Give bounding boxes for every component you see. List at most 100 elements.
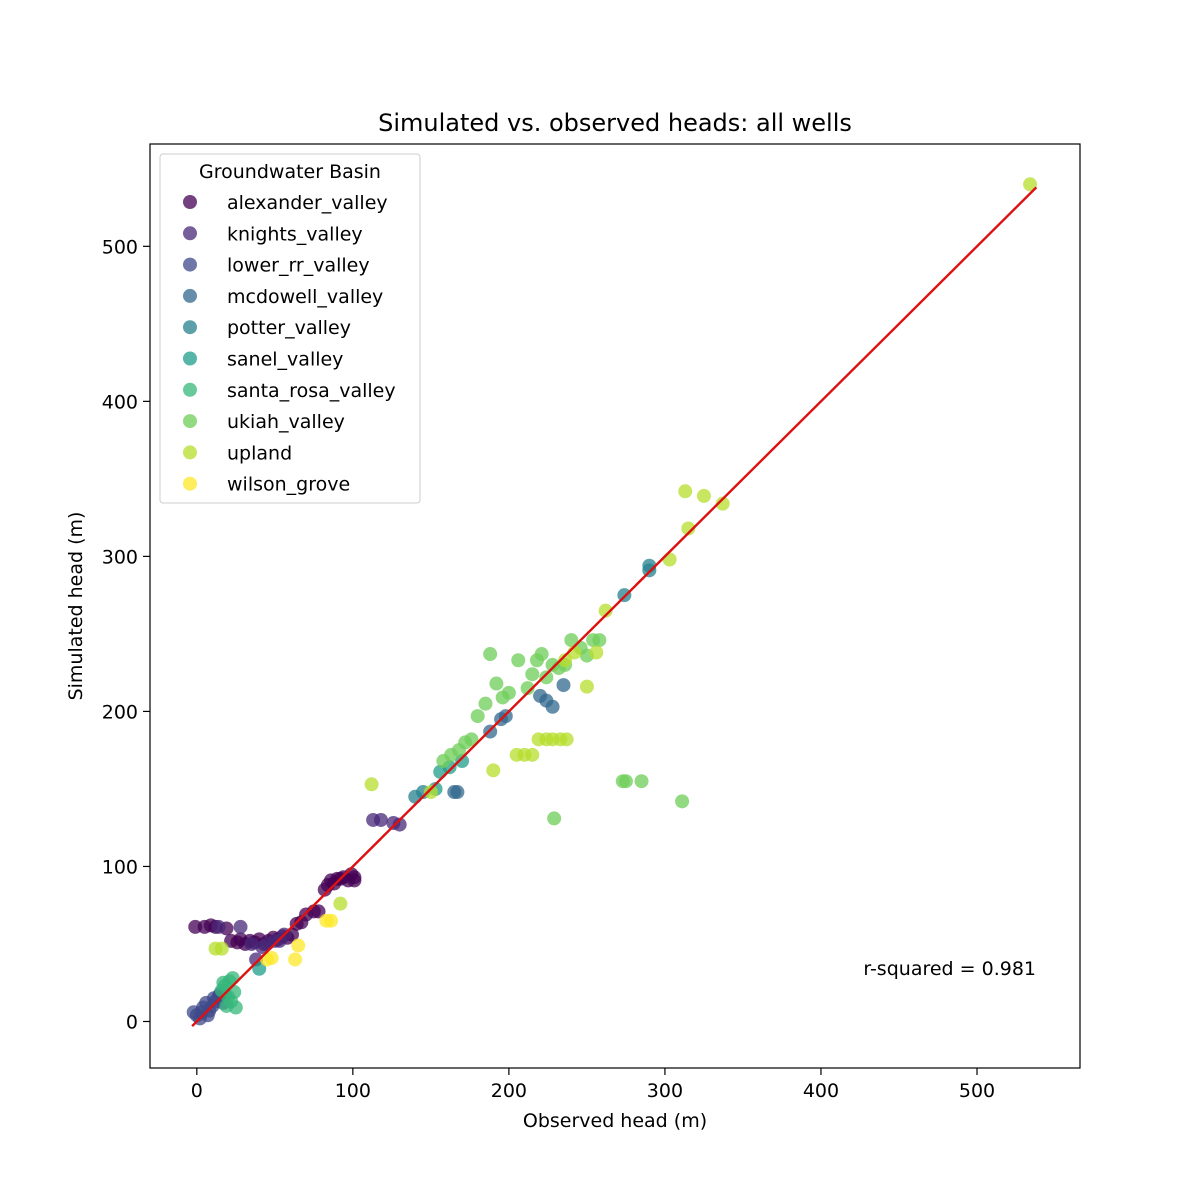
data-point (216, 975, 231, 990)
data-point (539, 670, 554, 685)
data-point (211, 919, 226, 934)
data-point (227, 985, 242, 1000)
y-tick-label: 400 (102, 391, 138, 413)
data-point (681, 521, 696, 536)
legend-label: lower_rr_valley (227, 255, 370, 277)
data-point (1023, 177, 1038, 192)
series-sanel_valley (252, 754, 470, 976)
legend-label: sanel_valley (227, 349, 343, 371)
series-upland (208, 177, 1038, 956)
data-point (534, 647, 549, 662)
data-point (450, 785, 465, 800)
data-point (501, 685, 516, 700)
legend-label: alexander_valley (227, 192, 388, 214)
data-point (244, 936, 259, 951)
legend-marker (183, 226, 197, 241)
data-point (579, 679, 594, 694)
data-point (364, 777, 379, 792)
data-point (233, 919, 248, 934)
data-point (525, 747, 540, 762)
data-point (311, 904, 326, 919)
data-point (483, 647, 498, 662)
data-point (333, 896, 348, 911)
data-point (520, 681, 535, 696)
data-point (288, 952, 303, 967)
y-tick-label: 200 (102, 701, 138, 723)
legend-label: santa_rosa_valley (227, 380, 396, 402)
data-point (324, 913, 339, 928)
fit-line-group (191, 186, 1038, 1027)
data-point (598, 603, 613, 618)
x-tick-label: 200 (491, 1080, 527, 1102)
chart-title: Simulated vs. observed heads: all wells (378, 109, 852, 137)
legend-label: upland (227, 442, 292, 464)
legend-marker (183, 445, 197, 460)
data-point (678, 484, 693, 499)
data-point (478, 696, 493, 711)
data-point (252, 961, 267, 976)
series-mcdowell_valley (447, 678, 571, 800)
legend-marker (183, 351, 197, 366)
x-tick-label: 300 (647, 1080, 683, 1102)
data-point (264, 950, 279, 965)
data-point (511, 653, 526, 668)
y-tick-label: 500 (102, 236, 138, 258)
data-point (558, 653, 573, 668)
legend-label: potter_valley (227, 317, 351, 339)
x-axis: 0 100 200 300 400 500 (191, 1068, 995, 1102)
x-tick-label: 100 (335, 1080, 371, 1102)
data-point (347, 873, 362, 888)
x-axis-label: Observed head (m) (523, 1110, 707, 1132)
data-point (489, 676, 504, 691)
data-point (392, 817, 407, 832)
legend-label: ukiah_valley (227, 411, 345, 433)
data-point (547, 811, 562, 826)
data-point (464, 732, 479, 747)
y-tick-label: 300 (102, 546, 138, 568)
x-tick-label: 500 (959, 1080, 995, 1102)
series-ukiah_valley (436, 633, 690, 826)
legend-marker (183, 476, 197, 491)
series-wilson_grove (260, 913, 339, 967)
data-point (525, 667, 540, 682)
legend-marker (183, 414, 197, 429)
legend-marker (183, 288, 197, 303)
data-point (291, 938, 306, 953)
data-point (559, 732, 574, 747)
data-point (545, 699, 560, 714)
legend-title: Groundwater Basin (199, 161, 381, 183)
data-point (455, 754, 470, 769)
data-point (228, 1000, 243, 1015)
data-point (592, 633, 607, 648)
data-point (423, 785, 438, 800)
data-point (589, 645, 604, 660)
data-point (715, 496, 730, 511)
data-point (634, 774, 649, 789)
y-tick-label: 0 (126, 1011, 138, 1033)
data-point (373, 812, 388, 827)
data-point (662, 552, 677, 567)
x-tick-label: 0 (191, 1080, 203, 1102)
r-squared-annotation: r-squared = 0.981 (863, 958, 1036, 980)
data-point (556, 678, 571, 693)
data-points (186, 177, 1038, 1026)
data-point (214, 941, 229, 956)
data-point (486, 763, 501, 778)
data-point (675, 794, 690, 809)
data-point (696, 488, 711, 503)
legend-marker (183, 320, 197, 335)
legend-label: mcdowell_valley (227, 286, 383, 308)
legend-label: knights_valley (227, 223, 363, 245)
data-point (470, 709, 485, 724)
legend-label: wilson_grove (227, 474, 350, 496)
y-axis: 0 100 200 300 400 500 (102, 236, 150, 1033)
legend-box (159, 153, 421, 504)
fit-line (191, 186, 1038, 1027)
axes-frame (149, 143, 1081, 1069)
data-point (564, 633, 579, 648)
y-tick-label: 100 (102, 856, 138, 878)
legend: Groundwater Basin alexander_valleyknight… (159, 153, 421, 504)
x-tick-label: 400 (803, 1080, 839, 1102)
y-axis-label: Simulated head (m) (65, 512, 87, 701)
